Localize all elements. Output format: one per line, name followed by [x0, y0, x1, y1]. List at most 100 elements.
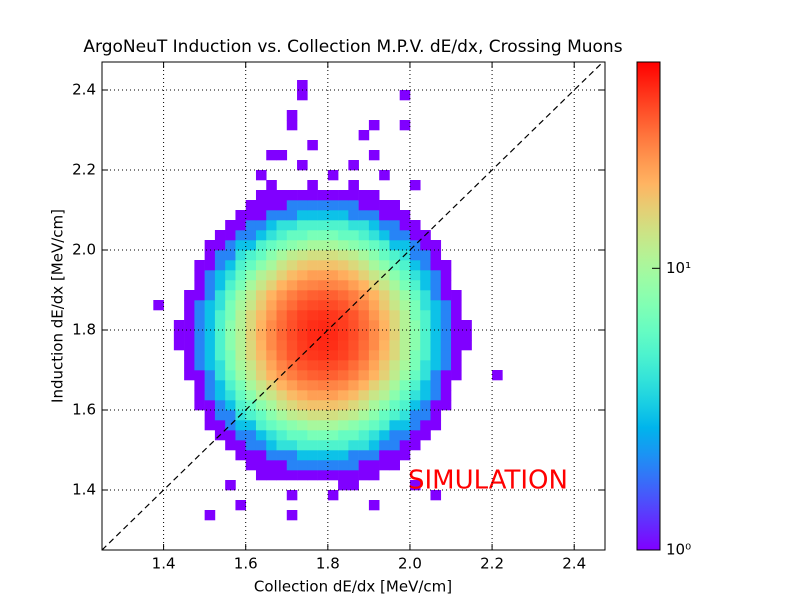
histogram-cell [276, 340, 288, 351]
histogram-cell [204, 380, 216, 391]
histogram-cell [409, 440, 421, 451]
histogram-cell [276, 390, 288, 401]
histogram-cell [297, 200, 308, 211]
histogram-cell [389, 400, 400, 411]
histogram-cell [245, 200, 257, 211]
histogram-cell [389, 410, 400, 421]
histogram-cell [389, 370, 400, 381]
histogram-cell [276, 200, 288, 211]
histogram-cell [266, 370, 277, 381]
histogram-cell [286, 410, 298, 421]
histogram-cell [235, 500, 247, 511]
histogram-cell [348, 390, 359, 401]
histogram-cell [307, 290, 318, 301]
histogram-cell [276, 290, 288, 301]
histogram-cell [297, 450, 308, 461]
histogram-cell [399, 310, 411, 321]
histogram-cell [348, 160, 359, 171]
histogram-cell [368, 430, 380, 441]
histogram-cell [286, 450, 298, 461]
histogram-cell [379, 440, 390, 451]
histogram-cell [379, 370, 390, 381]
histogram-cell [225, 300, 236, 311]
histogram-cell [286, 390, 298, 401]
histogram-cell [430, 300, 442, 311]
histogram-cell [245, 230, 257, 241]
histogram-cell [307, 380, 318, 391]
histogram-cell [307, 280, 318, 291]
histogram-cell [276, 400, 288, 411]
histogram-cell [235, 210, 247, 221]
histogram-cell [214, 410, 226, 421]
histogram-cell [327, 170, 339, 181]
histogram-cell [255, 290, 267, 301]
histogram-cell [358, 350, 370, 361]
x-tick-label: 2.2 [480, 555, 504, 573]
histogram-cell [317, 330, 329, 341]
histogram-cell [399, 410, 411, 421]
histogram-cell [286, 400, 298, 411]
histogram-cell [348, 290, 359, 301]
histogram-cell [379, 310, 390, 321]
y-tick-label: 2.2 [72, 161, 96, 179]
histogram-cell [286, 270, 298, 281]
histogram-cell [409, 220, 421, 231]
histogram-cell [276, 230, 288, 241]
histogram-cell [358, 360, 370, 371]
histogram-cell [409, 370, 421, 381]
histogram-cell [317, 220, 329, 231]
histogram-cell [368, 150, 380, 161]
histogram-cell [368, 450, 380, 461]
x-tick-label: 2.4 [562, 555, 586, 573]
histogram-cell [409, 280, 421, 291]
histogram-cell [184, 360, 195, 371]
histogram-cell [358, 430, 370, 441]
histogram-cell [379, 350, 390, 361]
histogram-cell [307, 450, 318, 461]
histogram-cell [368, 230, 380, 241]
histogram-cell [194, 310, 205, 321]
histogram-cell [276, 210, 288, 221]
histogram-cell [348, 190, 359, 201]
histogram-cell [451, 350, 462, 361]
histogram-cell [358, 400, 370, 411]
histogram-cell [409, 400, 421, 411]
histogram-cell [430, 270, 442, 281]
histogram-cell [307, 140, 318, 151]
histogram-cell [235, 300, 247, 311]
histogram-cell [286, 470, 298, 481]
histogram-cell [286, 350, 298, 361]
histogram-cell [389, 450, 400, 461]
histogram-cell [358, 220, 370, 231]
histogram-cell [348, 420, 359, 431]
histogram-cell [255, 230, 267, 241]
histogram-cell [338, 420, 349, 431]
histogram-cell [420, 330, 431, 341]
histogram-cell [368, 250, 380, 261]
histogram-cell [327, 280, 339, 291]
histogram-cell [204, 300, 216, 311]
histogram-cell [276, 220, 288, 231]
histogram-cell [266, 180, 277, 191]
histogram-cell [214, 260, 226, 271]
histogram-cell [379, 460, 390, 471]
histogram-cell [266, 420, 277, 431]
histogram-cell [225, 260, 236, 271]
histogram-cell [214, 350, 226, 361]
histogram-cell [348, 320, 359, 331]
histogram-cell [317, 270, 329, 281]
histogram-cell [399, 360, 411, 371]
histogram-cell [225, 220, 236, 231]
histogram-cell [451, 300, 462, 311]
histogram-cell [297, 230, 308, 241]
histogram-cell [420, 370, 431, 381]
histogram-cell [317, 420, 329, 431]
histogram-cell [184, 370, 195, 381]
histogram-cell [327, 470, 339, 481]
histogram-cell [266, 330, 277, 341]
histogram-cell [225, 290, 236, 301]
histogram-cell [430, 350, 442, 361]
histogram-cell [225, 440, 236, 451]
histogram-cell [307, 330, 318, 341]
histogram-cell [317, 370, 329, 381]
